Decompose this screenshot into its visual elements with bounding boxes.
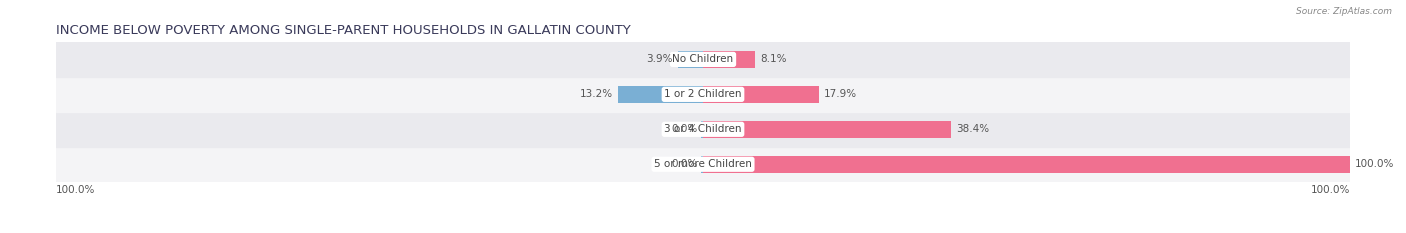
Bar — [56, 42, 1350, 77]
Bar — [703, 51, 755, 68]
Text: 0.0%: 0.0% — [672, 124, 697, 134]
Text: No Children: No Children — [672, 55, 734, 64]
Bar — [617, 86, 703, 103]
Text: 13.2%: 13.2% — [579, 89, 613, 99]
Text: INCOME BELOW POVERTY AMONG SINGLE-PARENT HOUSEHOLDS IN GALLATIN COUNTY: INCOME BELOW POVERTY AMONG SINGLE-PARENT… — [56, 24, 631, 37]
Bar — [56, 77, 1350, 112]
Text: 0.0%: 0.0% — [672, 159, 697, 169]
Bar — [703, 156, 1350, 173]
Text: 3 or 4 Children: 3 or 4 Children — [664, 124, 742, 134]
Bar — [702, 121, 703, 138]
Bar — [702, 156, 703, 173]
Text: 1 or 2 Children: 1 or 2 Children — [664, 89, 742, 99]
Bar — [56, 147, 1350, 182]
Text: 38.4%: 38.4% — [956, 124, 990, 134]
Text: 5 or more Children: 5 or more Children — [654, 159, 752, 169]
Text: Source: ZipAtlas.com: Source: ZipAtlas.com — [1296, 7, 1392, 16]
Text: 100.0%: 100.0% — [56, 185, 96, 195]
Text: 8.1%: 8.1% — [761, 55, 787, 64]
Text: 17.9%: 17.9% — [824, 89, 858, 99]
Text: 100.0%: 100.0% — [1310, 185, 1350, 195]
Bar — [56, 112, 1350, 147]
Text: 100.0%: 100.0% — [1355, 159, 1395, 169]
Text: 3.9%: 3.9% — [647, 55, 672, 64]
Bar — [703, 86, 818, 103]
Bar — [703, 121, 952, 138]
Bar — [678, 51, 703, 68]
